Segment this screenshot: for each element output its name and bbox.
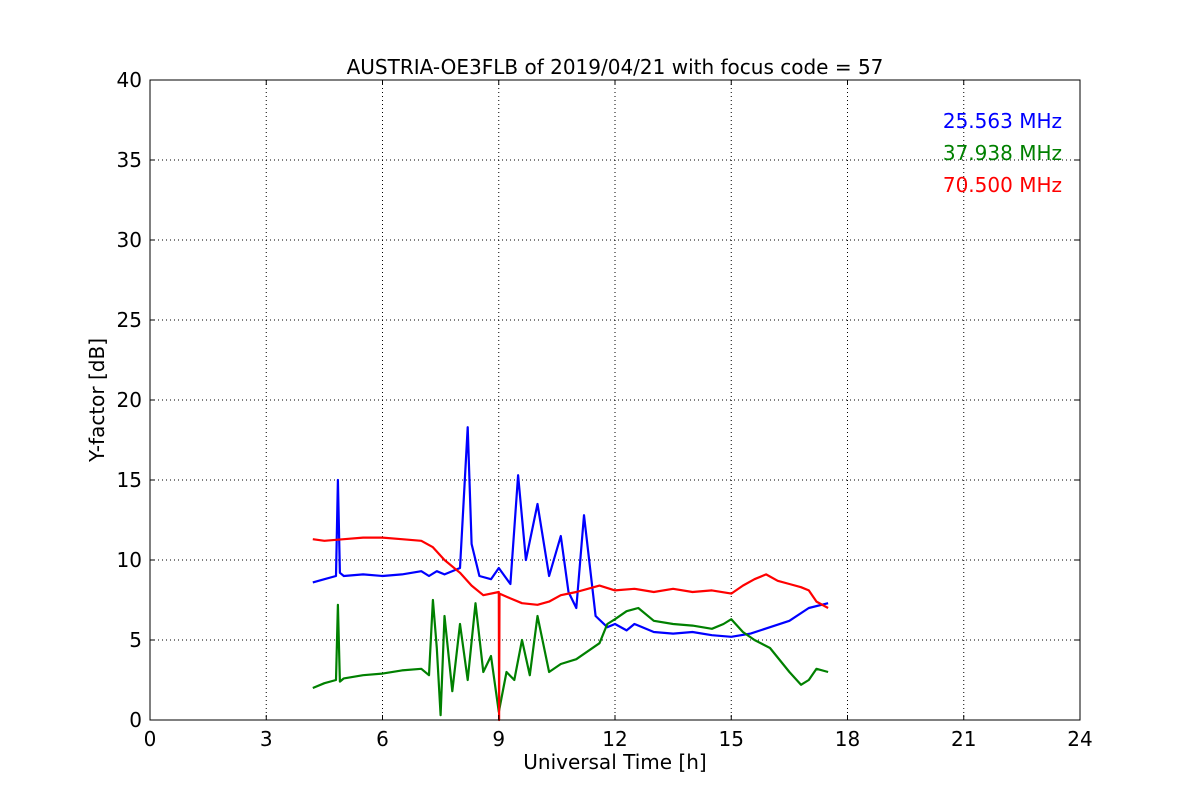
x-tick-label: 21 <box>951 727 976 751</box>
series-layer <box>312 426 829 722</box>
legend: 25.563 MHz 37.938 MHz 70.500 MHz <box>943 109 1062 197</box>
y-tick-label: 0 <box>129 708 142 732</box>
series-line-2 <box>312 598 829 717</box>
x-tick-label: 18 <box>835 727 860 751</box>
x-tick-label: 6 <box>376 727 389 751</box>
y-tick-label: 5 <box>129 628 142 652</box>
y-tick-label: 30 <box>117 228 142 252</box>
ticks: 0 3 6 9 12 15 18 21 24 0 5 10 15 20 25 30 35 40 <box>117 68 1093 751</box>
x-tick-label: 24 <box>1067 727 1092 751</box>
x-axis-label: Universal Time [h] <box>523 750 706 774</box>
legend-entry-2: 37.938 MHz <box>943 141 1062 165</box>
x-tick-label: 9 <box>492 727 505 751</box>
legend-entry-1: 25.563 MHz <box>943 109 1062 133</box>
y-axis-label: Y-factor [dB] <box>85 338 109 463</box>
x-tick-label: 12 <box>602 727 627 751</box>
x-tick-label: 0 <box>144 727 157 751</box>
grid <box>150 80 1080 720</box>
chart-title: AUSTRIA-OE3FLB of 2019/04/21 with focus … <box>347 55 884 79</box>
series-line-3 <box>312 536 829 722</box>
y-tick-label: 25 <box>117 308 142 332</box>
y-tick-label: 10 <box>117 548 142 572</box>
x-tick-label: 3 <box>260 727 273 751</box>
x-tick-label: 15 <box>719 727 744 751</box>
legend-entry-3: 70.500 MHz <box>943 173 1062 197</box>
y-tick-label: 35 <box>117 148 142 172</box>
y-tick-label: 15 <box>117 468 142 492</box>
series-line-1 <box>312 426 829 638</box>
y-tick-label: 20 <box>117 388 142 412</box>
y-tick-label: 40 <box>117 68 142 92</box>
